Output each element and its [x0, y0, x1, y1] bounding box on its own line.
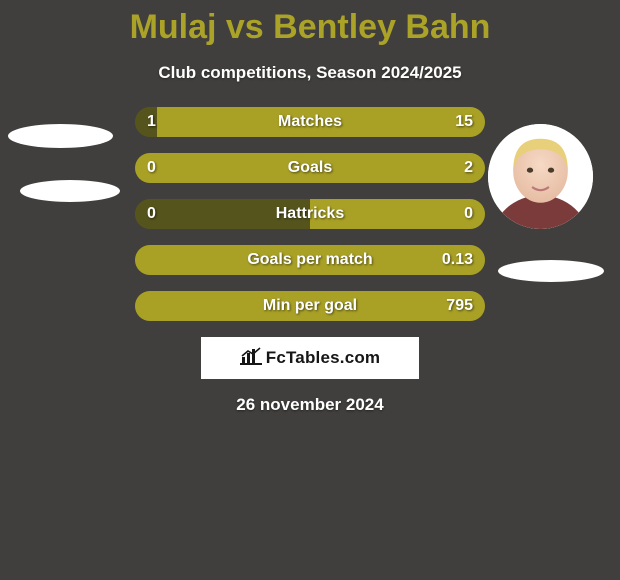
stat-row: 795Min per goal — [135, 291, 485, 321]
content-area: 115Matches 02Goals 00Hattricks 0.13Goals pe… — [0, 107, 620, 415]
stat-label: Goals per match — [135, 245, 485, 275]
subtitle: Club competitions, Season 2024/2025 — [0, 49, 620, 107]
attribution-badge: FcTables.com — [201, 337, 419, 379]
stat-row: 115Matches — [135, 107, 485, 137]
stat-row: 0.13Goals per match — [135, 245, 485, 275]
avatar-placeholder-icon — [488, 124, 593, 229]
page-root: Mulaj vs Bentley Bahn Club competitions,… — [0, 0, 620, 580]
left-avatar-blob-1 — [8, 124, 113, 148]
left-avatar-blob-2 — [20, 180, 120, 202]
stats-bars: 115Matches 02Goals 00Hattricks 0.13Goals pe… — [135, 107, 485, 321]
stat-row: 00Hattricks — [135, 199, 485, 229]
right-avatar-blob — [498, 260, 604, 282]
stat-row: 02Goals — [135, 153, 485, 183]
date-text: 26 november 2024 — [0, 379, 620, 415]
stat-label: Hattricks — [135, 199, 485, 229]
chart-icon — [240, 347, 262, 370]
stat-label: Goals — [135, 153, 485, 183]
stat-label: Min per goal — [135, 291, 485, 321]
right-player-avatar — [488, 124, 593, 229]
attribution-text: FcTables.com — [266, 348, 381, 368]
page-title: Mulaj vs Bentley Bahn — [0, 0, 620, 49]
stat-label: Matches — [135, 107, 485, 137]
